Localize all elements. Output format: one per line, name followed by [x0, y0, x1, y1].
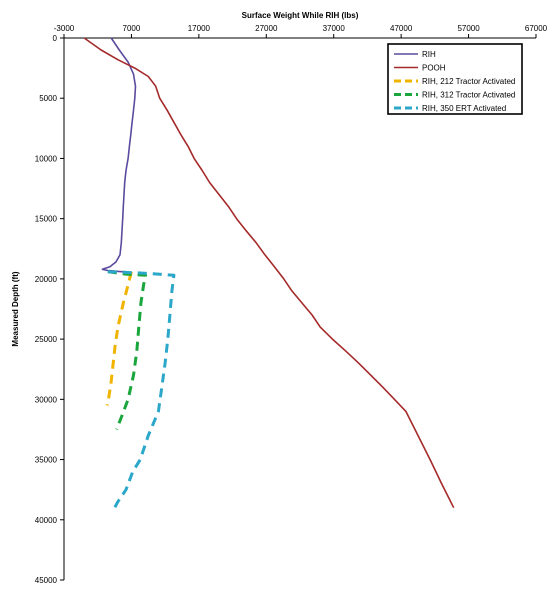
- y-tick-label: 5000: [39, 94, 57, 103]
- x-tick-label: 7000: [123, 24, 141, 33]
- legend-box: [387, 43, 523, 115]
- y-tick-label: 10000: [35, 154, 58, 163]
- legend: RIH POOH RIH, 212 Tractor Activated RIH, 31…: [387, 43, 523, 115]
- legend-label-rih: RIH: [422, 50, 436, 59]
- series-line-rih-312-tractor-activated: [107, 270, 148, 430]
- y-tick-label: 45000: [35, 576, 58, 585]
- series-line-rih-212-tractor-activated: [105, 271, 133, 406]
- y-axis-title: Measured Depth (ft): [11, 271, 20, 346]
- x-tick-label: 27000: [255, 24, 278, 33]
- series-line-rih-350-ert-activated: [107, 270, 176, 513]
- y-tick-label: 40000: [35, 516, 58, 525]
- x-tick-label: 67000: [525, 24, 548, 33]
- series-line-rih: [101, 37, 137, 273]
- plot-layer: -3000 7000 17000 27000 37000 47000 57000 67000 0…: [35, 24, 548, 585]
- legend-label-rih-212-tractor-activated: RIH, 212 Tractor Activated: [422, 77, 515, 86]
- series-line-pooh: [83, 37, 455, 509]
- y-tick-label: 15000: [35, 215, 58, 224]
- legend-label-pooh: POOH: [422, 64, 446, 73]
- x-tick-label: 47000: [390, 24, 413, 33]
- y-tick-label: 20000: [35, 275, 58, 284]
- x-axis-title: Surface Weight While RIH (lbs): [242, 11, 359, 20]
- x-tick-label: 57000: [457, 24, 480, 33]
- legend-label-rih-350-ert-activated: RIH, 350 ERT Activated: [422, 104, 506, 113]
- y-tick-label: 35000: [35, 456, 58, 465]
- x-tick-label: -3000: [54, 24, 75, 33]
- y-tick-label: 30000: [35, 395, 58, 404]
- legend-items: RIH POOH RIH, 212 Tractor Activated RIH, 31…: [394, 50, 515, 113]
- legend-label-rih-312-tractor-activated: RIH, 312 Tractor Activated: [422, 91, 515, 100]
- y-tick-label: 0: [53, 34, 58, 43]
- x-tick-label: 17000: [188, 24, 211, 33]
- y-tick-label: 25000: [35, 335, 58, 344]
- x-tick-label: 37000: [323, 24, 346, 33]
